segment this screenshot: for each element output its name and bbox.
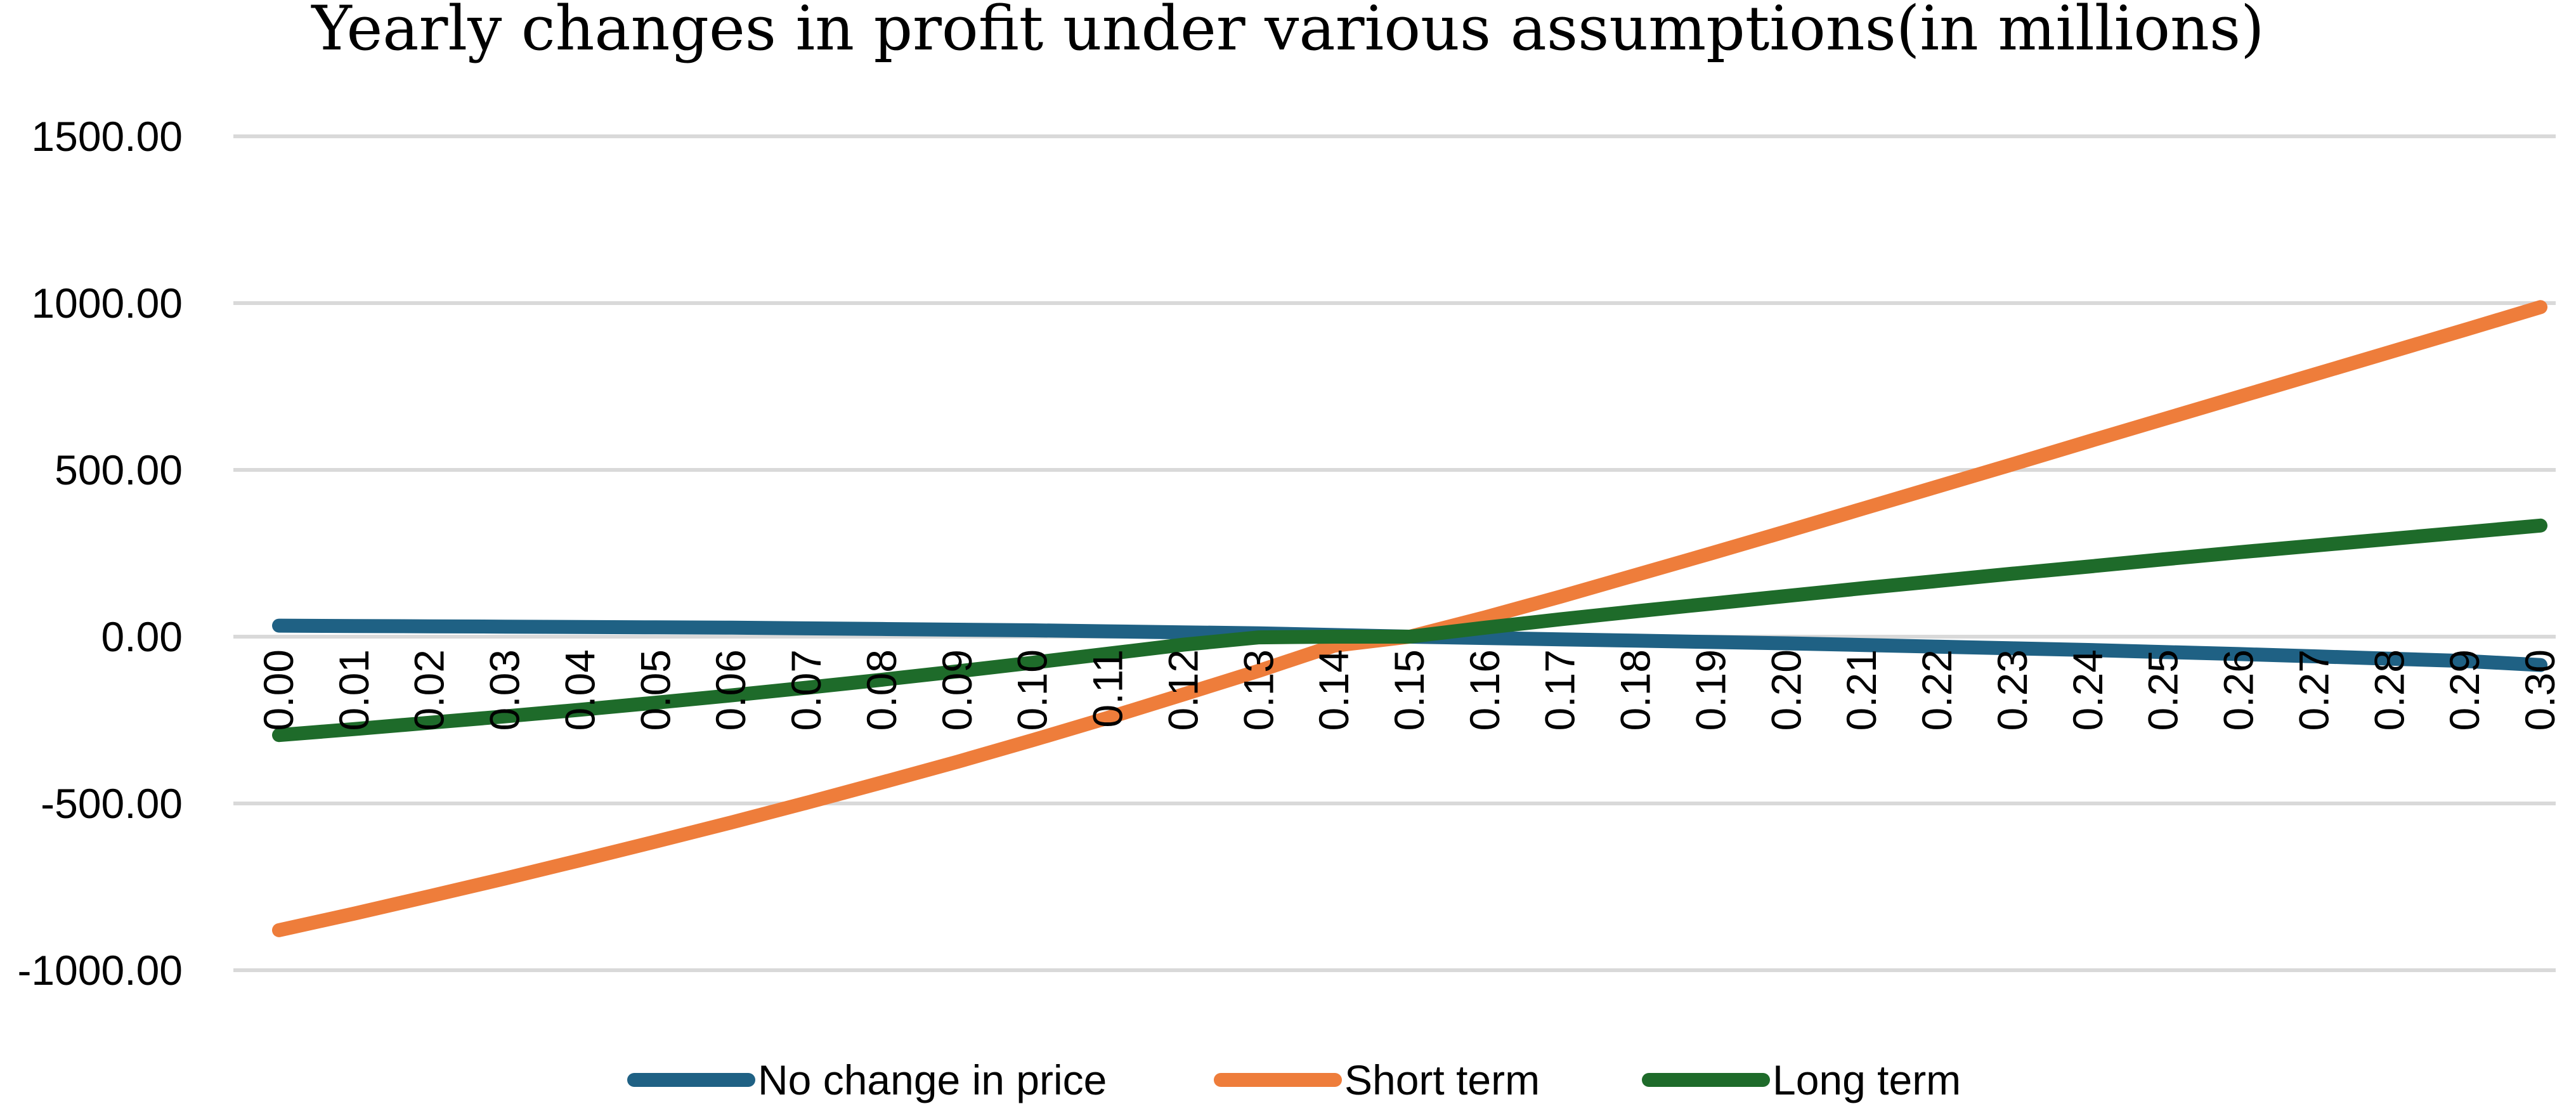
x-tick-label: 0.30 [2516, 649, 2563, 731]
y-tick-label: -1000.00 [17, 947, 183, 994]
x-tick-label: 0.05 [632, 649, 679, 731]
x-tick-label: 0.18 [1612, 649, 1659, 731]
y-axis-tick-labels: -1000.00 -500.00 0.00 500.00 1000.00 1500.00 [17, 113, 183, 994]
y-tick-label: 0.00 [101, 613, 183, 660]
x-tick-label: 0.17 [1537, 649, 1584, 731]
x-tick-label: 0.23 [1989, 649, 2036, 731]
x-tick-label: 0.09 [933, 649, 980, 731]
x-tick-label: 0.22 [1913, 649, 1960, 731]
series-line-short-term [272, 300, 2547, 937]
x-tick-label: 0.21 [1838, 649, 1885, 731]
legend: No change in price Short term Long term [627, 1056, 1961, 1103]
x-tick-label: 0.26 [2215, 649, 2262, 731]
x-tick-label: 0.00 [255, 649, 302, 731]
y-tick-label: -500.00 [41, 780, 183, 827]
data-series [272, 300, 2547, 937]
x-tick-label: 0.10 [1009, 649, 1056, 731]
series-line-long-term [272, 518, 2547, 743]
x-tick-label: 0.02 [406, 649, 453, 731]
y-tick-label: 500.00 [55, 446, 183, 493]
x-tick-label: 0.25 [2140, 649, 2187, 731]
x-tick-label: 0.28 [2365, 649, 2412, 731]
x-axis-tick-labels: 0.00 0.01 0.02 0.03 0.04 0.05 0.06 0.07 0.08 0.09… [255, 649, 2563, 731]
x-tick-label: 0.11 [1084, 649, 1131, 728]
legend-label: No change in price [758, 1056, 1107, 1103]
x-tick-label: 0.15 [1386, 649, 1433, 731]
x-tick-label: 0.16 [1461, 649, 1508, 731]
x-tick-label: 0.27 [2290, 649, 2337, 731]
x-tick-label: 0.14 [1310, 649, 1357, 731]
legend-label: Long term [1773, 1056, 1961, 1103]
x-tick-label: 0.13 [1235, 649, 1282, 731]
x-tick-label: 0.29 [2441, 649, 2488, 731]
x-tick-label: 0.12 [1159, 649, 1206, 731]
x-tick-label: 0.03 [481, 649, 528, 731]
legend-label: Short term [1344, 1056, 1540, 1103]
x-tick-label: 0.01 [330, 649, 377, 731]
x-tick-label: 0.20 [1762, 649, 1809, 731]
chart-title: Yearly changes in profit under various a… [310, 0, 2264, 64]
x-tick-label: 0.19 [1687, 649, 1734, 731]
x-tick-label: 0.04 [556, 649, 603, 731]
x-tick-label: 0.24 [2064, 649, 2111, 731]
x-tick-label: 0.08 [858, 649, 905, 731]
x-tick-label: 0.06 [707, 649, 754, 731]
y-tick-label: 1500.00 [31, 113, 183, 160]
x-tick-label: 0.07 [783, 649, 829, 731]
y-tick-label: 1000.00 [31, 280, 183, 327]
